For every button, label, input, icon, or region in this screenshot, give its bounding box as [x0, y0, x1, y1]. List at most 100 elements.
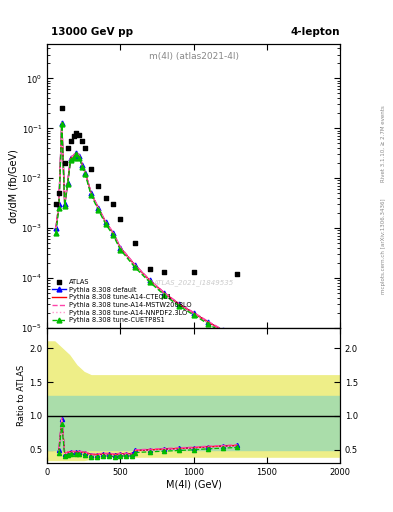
Pythia 8.308 tune-A14-NNPDF2.3LO: [74, 151, 79, 157]
Pythia 8.308 tune-A14-MSTW2008LO: [103, 219, 108, 225]
ATLAS: [76, 131, 83, 139]
Pythia 8.308 tune-A14-CTEQL1: [147, 277, 152, 283]
Pythia 8.308 tune-A14-NNPDF2.3LO: [103, 220, 108, 226]
Pythia 8.308 default: [53, 225, 58, 231]
Pythia 8.308 tune-A14-CTEQL1: [53, 225, 58, 231]
Pythia 8.308 tune-CUETP8S1: [96, 207, 101, 213]
Pythia 8.308 default: [118, 245, 123, 251]
Pythia 8.308 tune-CUETP8S1: [57, 205, 61, 211]
ATLAS: [95, 182, 101, 190]
Pythia 8.308 default: [74, 150, 79, 156]
Pythia 8.308 tune-A14-NNPDF2.3LO: [89, 190, 94, 197]
ATLAS: [234, 270, 241, 278]
Pythia 8.308 default: [96, 205, 101, 211]
ATLAS: [70, 132, 77, 140]
Pythia 8.308 tune-A14-MSTW2008LO: [65, 179, 70, 185]
ATLAS: [79, 137, 85, 145]
Pythia 8.308 tune-A14-MSTW2008LO: [83, 168, 88, 175]
Pythia 8.308 tune-A14-NNPDF2.3LO: [235, 341, 240, 347]
Pythia 8.308 tune-A14-NNPDF2.3LO: [77, 153, 82, 159]
Pythia 8.308 default: [59, 119, 64, 125]
Pythia 8.308 default: [71, 153, 76, 159]
Pythia 8.308 tune-CUETP8S1: [68, 157, 73, 163]
Pythia 8.308 tune-CUETP8S1: [59, 121, 64, 127]
Pythia 8.308 tune-A14-NNPDF2.3LO: [206, 320, 211, 326]
Pythia 8.308 tune-A14-MSTW2008LO: [57, 201, 61, 207]
Text: m(4l) (atlas2021-4l): m(4l) (atlas2021-4l): [149, 52, 239, 61]
Pythia 8.308 tune-CUETP8S1: [220, 330, 225, 336]
Pythia 8.308 tune-A14-MSTW2008LO: [162, 290, 167, 296]
ATLAS: [117, 215, 123, 223]
Pythia 8.308 default: [57, 201, 61, 207]
Pythia 8.308 tune-A14-MSTW2008LO: [191, 309, 196, 315]
Pythia 8.308 default: [77, 153, 82, 159]
Pythia 8.308 default: [235, 340, 240, 346]
Pythia 8.308 tune-A14-NNPDF2.3LO: [191, 311, 196, 317]
Pythia 8.308 tune-A14-NNPDF2.3LO: [71, 153, 76, 159]
Line: Pythia 8.308 tune-A14-MSTW2008LO: Pythia 8.308 tune-A14-MSTW2008LO: [56, 122, 237, 342]
Pythia 8.308 tune-CUETP8S1: [206, 321, 211, 327]
ATLAS: [56, 189, 62, 197]
Pythia 8.308 tune-CUETP8S1: [65, 181, 70, 187]
Pythia 8.308 tune-A14-NNPDF2.3LO: [57, 201, 61, 207]
ATLAS: [147, 265, 153, 273]
Pythia 8.308 tune-A14-CTEQL1: [191, 310, 196, 316]
Pythia 8.308 tune-A14-MSTW2008LO: [111, 229, 116, 235]
Pythia 8.308 tune-CUETP8S1: [162, 292, 167, 298]
Pythia 8.308 tune-A14-NNPDF2.3LO: [133, 263, 138, 269]
Pythia 8.308 tune-A14-NNPDF2.3LO: [80, 163, 84, 169]
Pythia 8.308 tune-A14-CTEQL1: [118, 245, 123, 251]
Pythia 8.308 default: [62, 201, 67, 207]
Pythia 8.308 default: [103, 219, 108, 225]
Pythia 8.308 tune-CUETP8S1: [77, 155, 82, 161]
Line: Pythia 8.308 default: Pythia 8.308 default: [53, 120, 240, 346]
ATLAS: [132, 239, 138, 247]
Pythia 8.308 tune-A14-MSTW2008LO: [220, 327, 225, 333]
Pythia 8.308 tune-A14-CTEQL1: [65, 180, 70, 186]
Pythia 8.308 tune-A14-NNPDF2.3LO: [96, 206, 101, 212]
X-axis label: M(4l) (GeV): M(4l) (GeV): [165, 480, 222, 490]
Pythia 8.308 tune-A14-NNPDF2.3LO: [53, 225, 58, 231]
Pythia 8.308 tune-A14-MSTW2008LO: [96, 204, 101, 210]
Pythia 8.308 tune-A14-CTEQL1: [74, 150, 79, 156]
Text: 4-lepton: 4-lepton: [290, 27, 340, 37]
Pythia 8.308 tune-A14-NNPDF2.3LO: [62, 201, 67, 207]
Pythia 8.308 tune-CUETP8S1: [147, 279, 152, 285]
Pythia 8.308 tune-A14-CTEQL1: [77, 153, 82, 159]
Pythia 8.308 tune-A14-NNPDF2.3LO: [68, 156, 73, 162]
Pythia 8.308 tune-CUETP8S1: [53, 230, 58, 236]
Pythia 8.308 tune-A14-MSTW2008LO: [147, 276, 152, 283]
Pythia 8.308 tune-A14-NNPDF2.3LO: [59, 119, 64, 125]
ATLAS: [53, 200, 59, 208]
Pythia 8.308 tune-A14-CTEQL1: [176, 301, 181, 307]
Pythia 8.308 tune-A14-MSTW2008LO: [62, 201, 67, 207]
Line: Pythia 8.308 tune-A14-NNPDF2.3LO: Pythia 8.308 tune-A14-NNPDF2.3LO: [56, 122, 237, 344]
Pythia 8.308 tune-A14-NNPDF2.3LO: [147, 278, 152, 284]
Pythia 8.308 tune-A14-CTEQL1: [62, 201, 67, 207]
Pythia 8.308 tune-A14-CTEQL1: [80, 162, 84, 168]
ATLAS: [64, 144, 71, 152]
Pythia 8.308 tune-A14-NNPDF2.3LO: [83, 170, 88, 176]
Pythia 8.308 tune-A14-NNPDF2.3LO: [118, 245, 123, 251]
Pythia 8.308 tune-CUETP8S1: [83, 171, 88, 177]
Pythia 8.308 tune-A14-MSTW2008LO: [206, 318, 211, 325]
Pythia 8.308 tune-CUETP8S1: [80, 164, 84, 170]
Pythia 8.308 tune-A14-MSTW2008LO: [74, 150, 79, 156]
Pythia 8.308 tune-A14-MSTW2008LO: [176, 301, 181, 307]
Pythia 8.308 tune-A14-MSTW2008LO: [80, 161, 84, 167]
Text: ATLAS_2021_I1849535: ATLAS_2021_I1849535: [153, 279, 234, 286]
Text: mcplots.cern.ch [arXiv:1306.3436]: mcplots.cern.ch [arXiv:1306.3436]: [381, 198, 386, 293]
Pythia 8.308 tune-CUETP8S1: [176, 303, 181, 309]
Pythia 8.308 tune-A14-NNPDF2.3LO: [162, 291, 167, 297]
Pythia 8.308 tune-A14-CTEQL1: [133, 262, 138, 268]
ATLAS: [59, 104, 65, 113]
Pythia 8.308 tune-A14-CTEQL1: [103, 219, 108, 225]
Pythia 8.308 tune-CUETP8S1: [235, 342, 240, 348]
Pythia 8.308 tune-A14-CTEQL1: [68, 155, 73, 161]
Y-axis label: dσ/dM (fb/GeV): dσ/dM (fb/GeV): [8, 149, 18, 223]
Pythia 8.308 tune-CUETP8S1: [111, 232, 116, 238]
Pythia 8.308 tune-CUETP8S1: [133, 264, 138, 270]
Pythia 8.308 tune-A14-CTEQL1: [96, 205, 101, 211]
Pythia 8.308 default: [191, 310, 196, 316]
Pythia 8.308 tune-A14-MSTW2008LO: [133, 262, 138, 268]
